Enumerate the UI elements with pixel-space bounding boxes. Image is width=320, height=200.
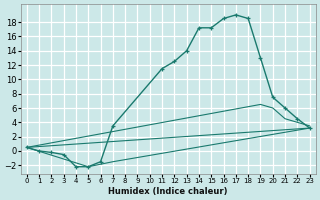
X-axis label: Humidex (Indice chaleur): Humidex (Indice chaleur): [108, 187, 228, 196]
